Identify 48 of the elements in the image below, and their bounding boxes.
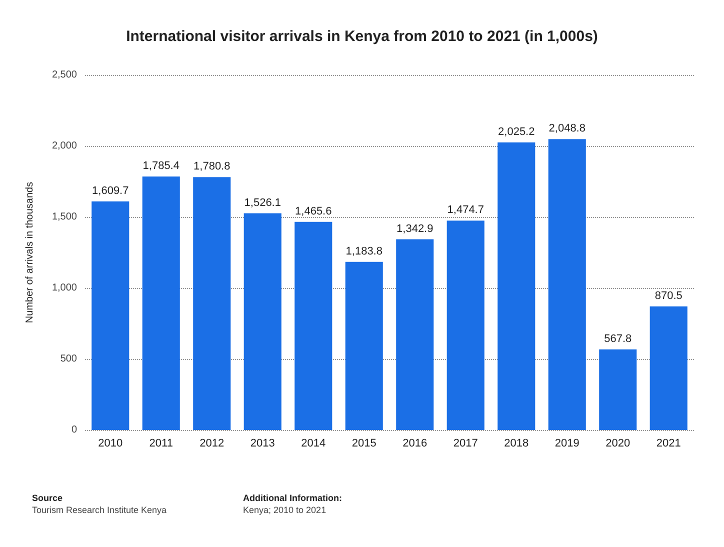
y-tick-label: 1,000 xyxy=(52,282,78,294)
text: Tourism Research Institute Kenya xyxy=(32,505,167,515)
data-label: 1,780.8 xyxy=(194,160,230,173)
text: Kenya; 2010 to 2021 xyxy=(243,505,326,515)
y-tick-label: 500 xyxy=(60,354,78,364)
bar xyxy=(446,220,484,430)
y-tick-label: 2,500 xyxy=(52,70,78,80)
bar xyxy=(345,262,383,430)
data-label: 1,465.6 xyxy=(295,205,332,218)
text: Additional Information: xyxy=(243,493,342,503)
bar xyxy=(294,222,332,430)
bar xyxy=(244,213,282,430)
x-tick-label: 2010 xyxy=(98,438,123,450)
x-tick-label: 2012 xyxy=(200,438,224,450)
bar xyxy=(396,239,434,430)
x-tick-label: 2019 xyxy=(554,438,580,450)
data-label: 2,025.2 xyxy=(498,126,535,138)
data-label: 1,526.1 xyxy=(244,196,281,209)
chart-title: International visitor arrivals in Kenya from 2010 to 2021 (in 1,000s) xyxy=(125,28,599,45)
x-tick-label: 2021 xyxy=(656,438,681,450)
x-tick-label: 2017 xyxy=(453,438,478,450)
data-label: 1,609.7 xyxy=(92,184,129,197)
x-tick-label: 2014 xyxy=(301,438,326,450)
data-label: 1,183.8 xyxy=(346,245,382,258)
data-label: 1,785.4 xyxy=(142,160,180,172)
data-label: 2,048.8 xyxy=(548,122,586,135)
text: Source xyxy=(32,493,63,503)
x-tick-label: 2020 xyxy=(606,438,630,450)
bar xyxy=(193,177,231,430)
y-axis-title: Number of arrivals in thousands xyxy=(24,182,36,324)
y-tick-label: 1,500 xyxy=(52,212,78,222)
x-tick-label: 2013 xyxy=(250,438,275,450)
y-tick-label: 2,000 xyxy=(52,140,78,152)
bar xyxy=(92,201,130,430)
y-tick-label: 0 xyxy=(71,424,78,436)
data-label: 1,474.7 xyxy=(447,204,484,216)
bar xyxy=(548,139,586,430)
bar xyxy=(498,142,536,430)
bar xyxy=(142,176,180,430)
data-label: 567.8 xyxy=(604,332,632,345)
x-tick-label: 2018 xyxy=(504,438,529,450)
x-tick-label: 2016 xyxy=(402,438,428,450)
bar xyxy=(599,349,637,430)
x-tick-label: 2011 xyxy=(149,438,173,450)
data-label: 870.5 xyxy=(654,290,682,302)
x-tick-label: 2015 xyxy=(352,438,376,450)
data-label: 1,342.9 xyxy=(396,222,434,235)
bar xyxy=(650,306,688,430)
